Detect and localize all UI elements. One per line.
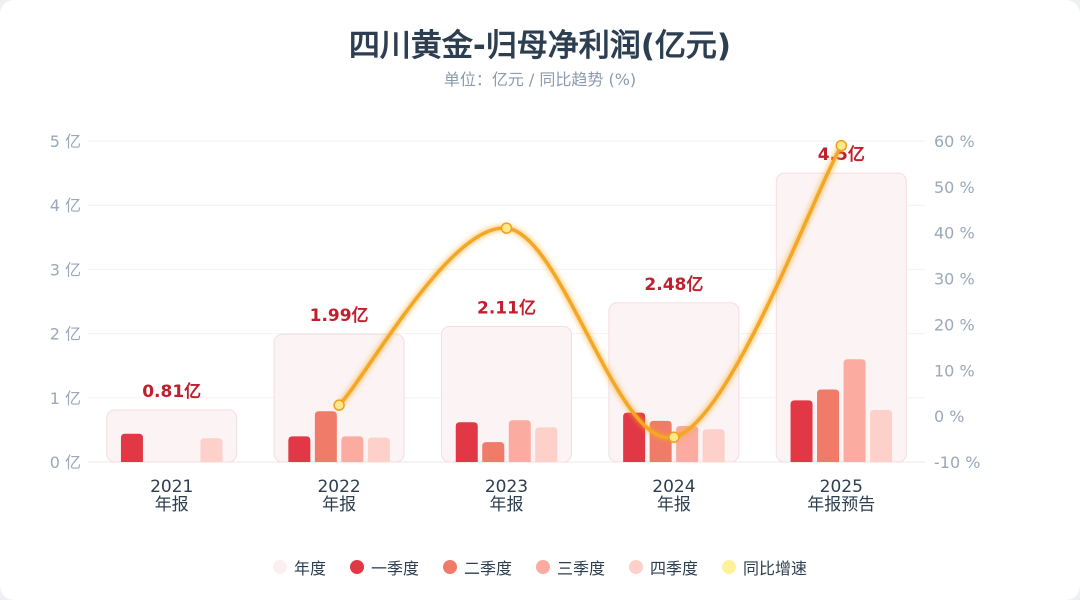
- quarter-bar: [649, 420, 672, 462]
- legend-item-q3[interactable]: 三季度: [536, 555, 605, 579]
- quarter-bar: [200, 438, 223, 462]
- x-tick-label: 2022: [317, 477, 360, 497]
- yoy-point: [835, 139, 848, 152]
- quarter-bar: [870, 409, 893, 462]
- legend-label: 三季度: [557, 559, 606, 578]
- y-right-tick-label: 30 %: [934, 270, 975, 289]
- legend-item-q2[interactable]: 二季度: [442, 555, 512, 579]
- x-tick-label: 2024: [652, 477, 695, 497]
- x-tick-sublabel: 年报: [155, 495, 189, 515]
- quarter-bar: [455, 422, 478, 462]
- quarter-bar: [535, 427, 558, 462]
- y-right-tick-label: 20 %: [934, 315, 975, 334]
- yoy-point: [668, 431, 680, 443]
- yoy-line: [337, 144, 843, 440]
- legend-label: 一季度: [370, 559, 419, 578]
- annual-data-label: 0.81亿: [142, 381, 201, 402]
- quarter-bar: [314, 411, 337, 462]
- y-left-tick-label: 2 亿: [50, 325, 81, 344]
- annual-bar: [273, 333, 405, 463]
- annual-data-label: 4.5亿: [818, 144, 865, 165]
- legend-dot: [349, 560, 364, 574]
- legend-item-q4[interactable]: 四季度: [629, 555, 698, 579]
- quarter-bar: [482, 442, 505, 462]
- quarter-bar: [288, 436, 311, 462]
- legend-item-q1[interactable]: 一季度: [349, 555, 419, 579]
- x-tick-sublabel: 年报: [657, 495, 691, 515]
- y-left-tick-label: 5 亿: [50, 132, 81, 151]
- yoy-point: [500, 222, 513, 234]
- quarter-bar: [843, 359, 866, 462]
- legend-label: 同比增速: [743, 559, 808, 578]
- annual-data-label: 2.48亿: [644, 274, 703, 295]
- yoy-point: [333, 399, 345, 411]
- quarter-bar: [702, 429, 725, 462]
- quarter-bar: [120, 433, 143, 462]
- annual-bar: [775, 172, 907, 463]
- chart-subtitle: 单位：亿元 / 同比趋势 (%): [443, 70, 637, 89]
- x-tick-sublabel: 年报: [490, 495, 524, 515]
- x-tick-label: 2023: [485, 477, 528, 497]
- y-left-tick-label: 0 亿: [50, 453, 81, 472]
- legend-dot: [536, 560, 550, 574]
- annual-data-label: 2.11亿: [477, 298, 536, 319]
- legend-item-yoy[interactable]: 同比增速: [722, 555, 807, 579]
- y-left-tick-label: 4 亿: [50, 196, 81, 215]
- y-right-tick-label: 0 %: [934, 407, 964, 426]
- x-tick-label: 2025: [820, 477, 863, 497]
- quarter-bar: [341, 436, 364, 462]
- y-right-tick-label: 50 %: [934, 178, 975, 197]
- y-right-tick-label: 40 %: [934, 224, 975, 243]
- quarter-bar: [790, 400, 813, 462]
- legend-item-annual[interactable]: 年度: [272, 555, 326, 579]
- x-tick-label: 2021: [150, 477, 193, 497]
- legend-dot: [442, 560, 457, 574]
- x-tick-sublabel: 年报: [322, 495, 356, 515]
- quarter-bar: [367, 437, 390, 462]
- quarter-bar: [508, 420, 531, 462]
- legend-dot: [629, 560, 644, 574]
- y-left-tick-label: 1 亿: [50, 389, 81, 408]
- y-right-tick-label: 60 %: [934, 132, 975, 151]
- chart-title: 四川黄金-归母净利润(亿元): [348, 28, 732, 64]
- x-tick-sublabel: 年报预告: [807, 495, 875, 515]
- quarter-bar: [817, 389, 840, 462]
- legend-label: 二季度: [463, 559, 512, 578]
- y-right-tick-label: -10 %: [934, 453, 980, 472]
- legend: 年度 一季度 二季度 三季度 四季度 同比增速: [0, 555, 1080, 579]
- legend-dot: [722, 560, 737, 574]
- annual-data-label: 1.99亿: [310, 305, 369, 326]
- quarter-bar: [623, 412, 646, 462]
- legend-dot: [272, 560, 287, 574]
- y-right-tick-label: 10 %: [934, 361, 975, 380]
- legend-label: 四季度: [650, 559, 699, 578]
- legend-label: 年度: [293, 559, 326, 578]
- y-left-tick-label: 3 亿: [50, 260, 81, 279]
